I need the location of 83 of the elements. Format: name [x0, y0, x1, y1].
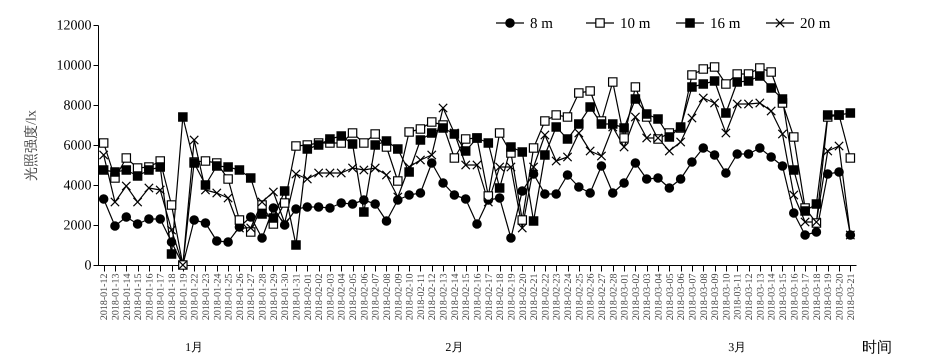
- y-tick-label: 4000: [64, 178, 92, 194]
- x-tick-label: 2018-02-01: [302, 274, 314, 320]
- text: 2月: [445, 340, 464, 354]
- x-tick-label: 2018-02-28: [608, 274, 620, 320]
- x-tick-label: 2018-02-15: [461, 274, 472, 320]
- x-tick-label: 2018-02-06: [359, 274, 370, 320]
- text: 1月: [185, 340, 204, 354]
- x-tick-label: 2018-02-24: [563, 274, 574, 320]
- x-tick-label: 2018-02-02: [314, 274, 326, 320]
- x-tick-label: 2018-03-20: [834, 274, 846, 320]
- x-tick-label: 2018-01-15: [133, 274, 144, 320]
- legend-label: 20 m: [800, 16, 831, 32]
- x-tick-label: 2018-02-04: [336, 274, 348, 320]
- x-tick-label: 2018-03-08: [698, 274, 710, 320]
- text: 3月: [728, 340, 746, 354]
- x-tick-label: 2018-01-16: [144, 274, 156, 320]
- x-tick-label: 2018-03-04: [654, 274, 665, 320]
- x-tick-label: 2018-01-12: [99, 274, 110, 320]
- x-tick-label: 2018-03-17: [800, 274, 812, 320]
- x-tick-label: 2018-03-05: [664, 274, 676, 320]
- x-tick-label: 2018-02-20: [518, 274, 529, 320]
- x-tick-label: 2018-03-10: [721, 274, 732, 320]
- x-tick-label: 2018-02-16: [472, 274, 484, 320]
- x-tick-label: 2018-02-07: [370, 274, 382, 320]
- x-tick-label: 2018-03-21: [846, 274, 857, 320]
- x-tick-label: 2018-01-31: [291, 274, 302, 320]
- x-tick-label: 2018-02-05: [348, 274, 360, 320]
- legend-label: 16 m: [710, 16, 741, 32]
- y-tick-label: 8000: [64, 98, 92, 114]
- x-tick-label: 2018-03-19: [823, 274, 834, 320]
- x-tick-label: 2018-02-23: [552, 274, 563, 320]
- x-tick-label: 2018-02-18: [495, 274, 506, 320]
- x-tick-label: 2018-03-03: [642, 274, 654, 320]
- x-tick-label: 2018-01-18: [167, 274, 178, 320]
- x-tick-label: 2018-02-13: [438, 274, 450, 320]
- x-tick-label: 2018-01-30: [280, 274, 292, 320]
- x-tick-label: 2018-02-19: [506, 274, 518, 320]
- y-tick-label: 0: [84, 258, 92, 274]
- x-tick-label: 2018-01-28: [258, 274, 269, 320]
- x-tick-label: 2018-02-17: [484, 274, 495, 320]
- x-tick-label: 2018-01-26: [234, 274, 246, 320]
- x-tick-label: 2018-01-19: [178, 274, 190, 320]
- x-tick-label: 2018-01-25: [224, 274, 235, 320]
- x-tick-label: 2018-03-14: [766, 274, 778, 320]
- x-tick-label: 2018-02-26: [586, 274, 597, 320]
- x-tick-label: 2018-03-13: [755, 274, 766, 320]
- x-tick-label: 2018-02-11: [416, 274, 427, 320]
- x-tick-label: 2018-03-07: [687, 274, 698, 320]
- x-tick-label: 2018-03-06: [676, 274, 688, 320]
- x-tick-label: 2018-02-14: [450, 274, 461, 320]
- x-tick-label: 2018-01-27: [246, 274, 258, 320]
- x-tick-label: 2018-03-16: [789, 274, 800, 320]
- y-axis-title: 光照强度/lx: [24, 110, 40, 181]
- x-tick-label: 2018-03-01: [620, 274, 631, 320]
- x-tick-label: 2018-01-13: [110, 274, 122, 320]
- x-tick-label: 2018-02-10: [404, 274, 416, 320]
- x-tick-label: 2018-01-29: [268, 274, 280, 320]
- y-tick-label: 10000: [56, 58, 92, 74]
- x-tick-label: 2018-02-12: [427, 274, 438, 320]
- x-tick-label: 2018-01-22: [190, 274, 201, 320]
- y-tick-label: 2000: [64, 218, 92, 234]
- y-tick-label: 6000: [64, 138, 92, 154]
- x-tick-label: 2018-01-23: [200, 274, 212, 320]
- x-tick-label: 2018-02-21: [529, 274, 540, 320]
- x-axis-title: 时间: [862, 339, 892, 356]
- x-tick-label: 2018-03-15: [778, 274, 789, 320]
- x-tick-label: 2018-02-09: [393, 274, 404, 320]
- x-tick-label: 2018-03-02: [630, 274, 642, 320]
- x-tick-label: 2018-01-14: [122, 274, 133, 320]
- x-tick-label: 2018-02-27: [596, 274, 608, 320]
- x-tick-label: 2018-03-11: [732, 274, 744, 320]
- x-tick-label: 2018-02-03: [325, 274, 336, 320]
- x-tick-label: 2018-03-18: [812, 274, 823, 320]
- y-tick-label: 12000: [56, 18, 92, 34]
- x-tick-label: 2018-01-24: [212, 274, 224, 320]
- legend-label: 10 m: [620, 16, 651, 32]
- x-tick-label: 2018-02-08: [382, 274, 393, 320]
- x-tick-label: 2018-01-17: [156, 274, 167, 320]
- x-tick-label: 2018-02-25: [574, 274, 586, 320]
- x-tick-label: 2018-03-12: [744, 274, 756, 320]
- x-tick-label: 2018-03-09: [710, 274, 722, 320]
- x-tick-label: 2018-02-22: [540, 274, 552, 320]
- legend-label: 8 m: [530, 16, 554, 32]
